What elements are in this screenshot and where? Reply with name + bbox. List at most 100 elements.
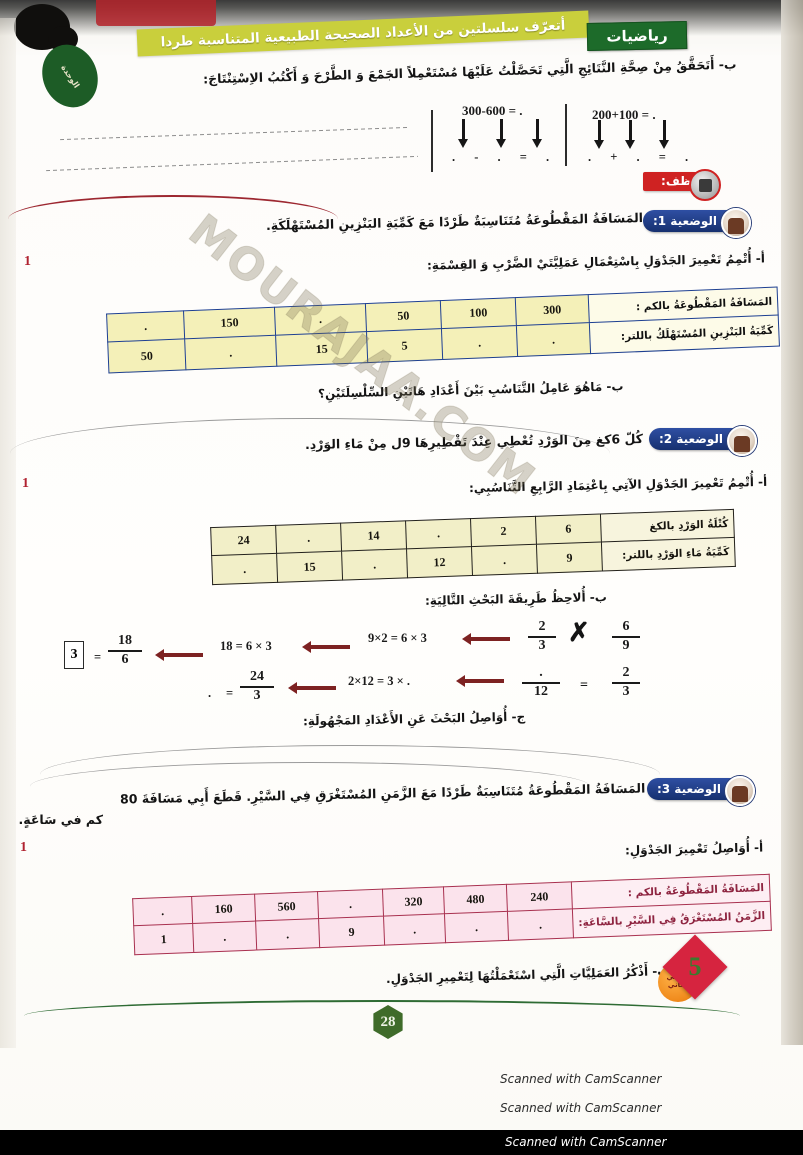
section-divider-curve (40, 745, 660, 804)
table3-r1c0[interactable]: . (507, 908, 574, 941)
arrow-shaft (536, 119, 539, 141)
table2-r1c5[interactable]: . (211, 553, 278, 585)
answer-box-3[interactable]: 3 (64, 641, 84, 669)
table2-r0c5[interactable]: 24 (210, 525, 277, 556)
arrow-head-icon (658, 140, 669, 149)
table1-r1c4[interactable]: . (184, 335, 277, 370)
table3-r1c6[interactable]: 1 (133, 923, 194, 955)
situation2-badge-label: الوضعية 2: (658, 432, 723, 446)
table2-r1c2[interactable]: 12 (406, 546, 473, 578)
table1-r0c5[interactable]: . (106, 310, 185, 342)
table3-rowheader-1: الزَّمَنُ المُسْتَغْرَقُ فِي السَّيْرِ ب… (572, 901, 772, 938)
table1-r1c1[interactable]: . (441, 325, 518, 360)
table2-r0c2[interactable]: . (405, 518, 472, 549)
table1-r0c2[interactable]: 50 (365, 300, 442, 332)
arrow-head-icon (624, 140, 635, 149)
arrow-head-icon (457, 139, 468, 148)
fraction-denominator: 12 (534, 683, 548, 699)
table2-r1c0[interactable]: 9 (536, 542, 603, 574)
situation3-badge: الوضعية 3: (646, 778, 747, 800)
fraction-numerator: 18 (118, 633, 132, 648)
table2-r1c1[interactable]: . (471, 544, 538, 576)
paper-edge-right (781, 0, 803, 1045)
top-expression-left-blanks: . = . - . (452, 150, 558, 164)
equals-sign: = (580, 678, 588, 693)
math-line2-answer[interactable]: . (208, 686, 212, 700)
camscanner-note-3: Scanned with CamScanner (505, 1135, 667, 1149)
trimester-label-2: الثاني (667, 981, 689, 989)
table1-r0c4[interactable]: 150 (183, 307, 276, 339)
situation3-question-a: أ- أُوَاصِلُ تَعْمِيرَ الجَدْوَلِ: (624, 840, 764, 858)
situation1-question-a: أ- أُتْمِمُ تَعْمِيرَ الجَدْوَلِ بِاسْتِ… (426, 251, 766, 273)
situation2-question-b: ب- أُلاحِظُ طَرِيقَةَ البَحْثِ التَّالِي… (425, 590, 608, 608)
divider-rule-left (431, 110, 433, 172)
fraction-denominator: 3 (622, 683, 630, 699)
arrow-shaft (663, 120, 666, 142)
table1-r0c0[interactable]: 300 (515, 294, 590, 326)
section-divider-curve (8, 195, 338, 243)
situation1-table: المَسَافَةُ المَقْطُوعَةُ بالكم : 300 10… (106, 287, 780, 374)
fraction-denominator: 6 (121, 651, 129, 667)
arrow-shaft (598, 120, 601, 142)
table3-r1c2[interactable]: . (383, 913, 446, 946)
arrow-shaft (629, 120, 632, 142)
table2-r1c4[interactable]: 15 (276, 551, 343, 583)
math-step-3x6-2x9: 3 × 6 = 2×9 (368, 631, 427, 645)
table2-r0c0[interactable]: 6 (535, 514, 602, 545)
table2-r0c1[interactable]: 2 (470, 516, 537, 547)
table3-r1c1[interactable]: . (444, 911, 509, 943)
divider-rule-middle (565, 104, 567, 166)
avatar (725, 776, 755, 806)
math-step-x3-12x2: . × 3 = 12×2 (348, 674, 410, 688)
table3-r0c0[interactable]: 240 (506, 881, 573, 912)
table3-r1c3[interactable]: 9 (318, 916, 385, 948)
arrow-head-icon (495, 139, 506, 148)
top-expression-left: . = 300-600 (462, 103, 523, 118)
table1-rowheader-1: كَمِّيَةُ البَنْزِينِ المُسْتَهْلَكُ بال… (589, 315, 780, 354)
section-divider-curve (10, 418, 610, 489)
equals-sign: = (94, 650, 102, 664)
fraction-denominator: 3 (538, 637, 546, 653)
table3-r0c5[interactable]: 160 (191, 894, 256, 924)
table2-r1c3[interactable]: . (341, 548, 408, 581)
situation1-question-number: 1 (24, 254, 31, 269)
table1-r0c1[interactable]: 100 (440, 297, 517, 329)
table1-r1c5[interactable]: 50 (107, 338, 186, 373)
fraction-2-over-3-b: 2 3 (612, 665, 640, 699)
cross-multiply-icon: ✗ (568, 618, 590, 647)
fraction-blank-over-12: . 12 (522, 665, 560, 699)
equals-sign: = (226, 686, 234, 700)
section-divider-curve (30, 762, 590, 811)
situation2-question-c: ج- أُوَاصِلُ البَحْثَ عَنِ الأَعْدَادِ ا… (302, 709, 526, 729)
situation2-question-number: 1 (22, 476, 29, 491)
table3-r0c2[interactable]: 320 (382, 886, 445, 917)
camscanner-note-1: Scanned with CamScanner (500, 1072, 662, 1086)
fraction-denominator: 9 (622, 637, 630, 653)
fraction-2-over-3: 2 3 (528, 619, 556, 653)
table1-r1c0[interactable]: . (516, 322, 591, 357)
fraction-numerator: . (539, 665, 543, 680)
unit-number: 5 (688, 952, 702, 981)
scan-red-blob (96, 0, 216, 26)
paper-edge-left (0, 18, 16, 1048)
situation3-question-number: 1 (20, 840, 27, 855)
camscanner-strip: Scanned with CamScanner (0, 1130, 803, 1155)
unit-label: الوحدة (59, 62, 81, 90)
table2-r0c4[interactable]: . (275, 523, 342, 554)
answer-line-2 (46, 155, 418, 172)
table3-r1c5[interactable]: . (192, 921, 257, 953)
bottom-rule (24, 1000, 740, 1032)
fraction-numerator: 24 (250, 669, 264, 684)
table3-r0c3[interactable]: . (317, 889, 384, 919)
fraction-denominator: 3 (253, 687, 261, 703)
table3-r0c4[interactable]: 560 (254, 891, 319, 922)
table3-r0c6[interactable]: . (132, 896, 193, 926)
top-expression-right: . = 200+100 (592, 107, 656, 122)
table3-r1c4[interactable]: . (255, 918, 320, 951)
table3-r0c1[interactable]: 480 (443, 884, 508, 914)
unit-number-diamond: 5 (662, 934, 728, 1000)
table2-r0c3[interactable]: 14 (340, 520, 407, 552)
subject-label: رياضيات (606, 26, 668, 46)
subject-box: رياضيات (586, 20, 688, 52)
camscanner-note-2: Scanned with CamScanner (500, 1101, 662, 1115)
